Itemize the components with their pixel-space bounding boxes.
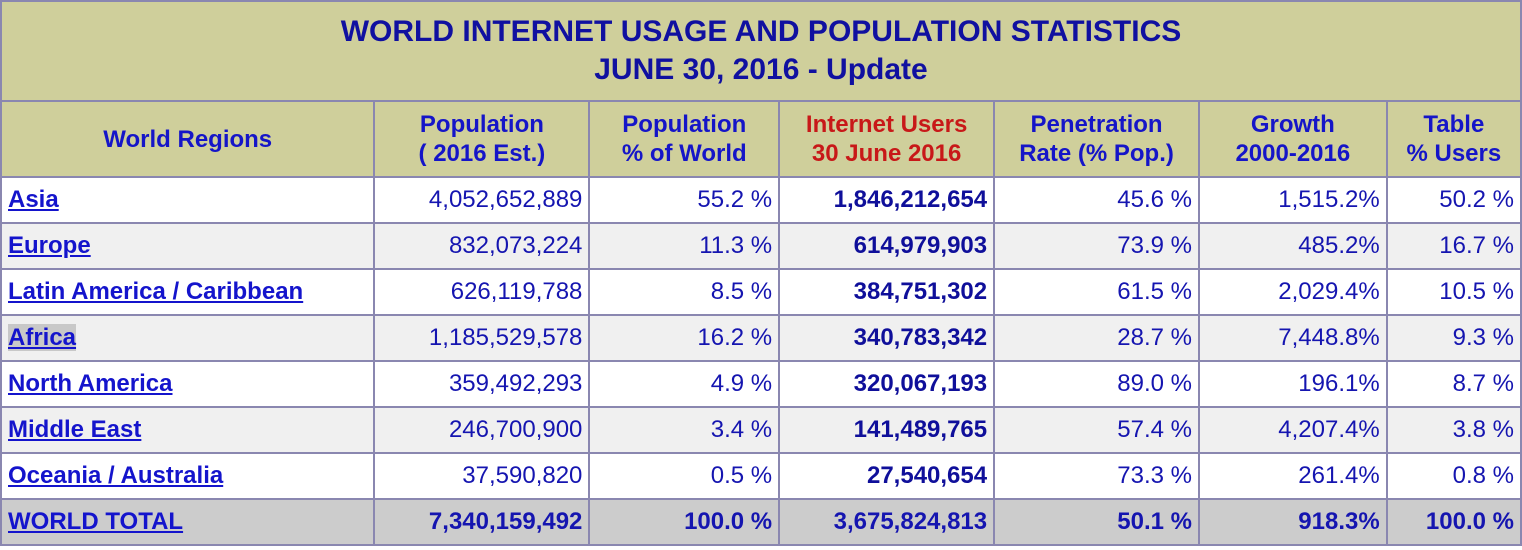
title-line-2: JUNE 30, 2016 - Update	[594, 53, 928, 86]
growth-cell: 261.4%	[1199, 454, 1386, 498]
population-cell: 359,492,293	[375, 362, 589, 406]
population-cell: 37,590,820	[375, 454, 589, 498]
table-row: Latin America / Caribbean 626,119,788 8.…	[2, 270, 1520, 314]
population-cell: 832,073,224	[375, 224, 589, 268]
total-penetration-cell: 50.1 %	[995, 500, 1198, 544]
internet-users-cell: 141,489,765	[780, 408, 994, 452]
penetration-cell: 57.4 %	[995, 408, 1198, 452]
table-row: Oceania / Australia 37,590,820 0.5 % 27,…	[2, 454, 1520, 498]
header-population: Population ( 2016 Est.)	[375, 102, 589, 176]
total-internet-users-cell: 3,675,824,813	[780, 500, 994, 544]
penetration-cell: 45.6 %	[995, 178, 1198, 222]
total-table-pct-cell: 100.0 %	[1387, 500, 1520, 544]
header-penetration: Penetration Rate (% Pop.)	[995, 102, 1198, 176]
table-pct-cell: 16.7 %	[1387, 224, 1520, 268]
penetration-cell: 73.3 %	[995, 454, 1198, 498]
table-title: WORLD INTERNET USAGE AND POPULATION STAT…	[2, 2, 1520, 100]
table-pct-cell: 9.3 %	[1387, 316, 1520, 360]
region-link-europe[interactable]: Europe	[8, 232, 91, 259]
region-link-north-america[interactable]: North America	[8, 370, 173, 397]
pct-world-cell: 16.2 %	[590, 316, 779, 360]
table-row: Asia 4,052,652,889 55.2 % 1,846,212,654 …	[2, 178, 1520, 222]
growth-cell: 196.1%	[1199, 362, 1386, 406]
population-cell: 246,700,900	[375, 408, 589, 452]
table-pct-cell: 0.8 %	[1387, 454, 1520, 498]
pct-world-cell: 3.4 %	[590, 408, 779, 452]
header-growth: Growth 2000-2016	[1199, 102, 1386, 176]
pct-world-cell: 11.3 %	[590, 224, 779, 268]
region-link-asia[interactable]: Asia	[8, 186, 59, 213]
region-link-oceania[interactable]: Oceania / Australia	[8, 462, 224, 489]
table-row: Europe 832,073,224 11.3 % 614,979,903 73…	[2, 224, 1520, 268]
internet-users-cell: 320,067,193	[780, 362, 994, 406]
table-row: Africa 1,185,529,578 16.2 % 340,783,342 …	[2, 316, 1520, 360]
internet-users-cell: 1,846,212,654	[780, 178, 994, 222]
header-row: World Regions Population ( 2016 Est.) Po…	[2, 102, 1520, 176]
table-row: North America 359,492,293 4.9 % 320,067,…	[2, 362, 1520, 406]
region-link-africa[interactable]: Africa	[8, 324, 77, 351]
growth-cell: 485.2%	[1199, 224, 1386, 268]
growth-cell: 1,515.2%	[1199, 178, 1386, 222]
title-line-1: WORLD INTERNET USAGE AND POPULATION STAT…	[340, 15, 1182, 48]
table-pct-cell: 8.7 %	[1387, 362, 1520, 406]
penetration-cell: 61.5 %	[995, 270, 1198, 314]
growth-cell: 2,029.4%	[1199, 270, 1386, 314]
header-internet-users: Internet Users 30 June 2016	[780, 102, 994, 176]
header-pct-world: Population % of World	[590, 102, 779, 176]
pct-world-cell: 0.5 %	[590, 454, 779, 498]
internet-users-cell: 27,540,654	[780, 454, 994, 498]
total-pct-world-cell: 100.0 %	[590, 500, 779, 544]
growth-cell: 4,207.4%	[1199, 408, 1386, 452]
header-world-regions: World Regions	[2, 102, 374, 176]
pct-world-cell: 55.2 %	[590, 178, 779, 222]
growth-cell: 7,448.8%	[1199, 316, 1386, 360]
world-total-row: WORLD TOTAL 7,340,159,492 100.0 % 3,675,…	[2, 500, 1520, 544]
population-cell: 626,119,788	[375, 270, 589, 314]
population-cell: 1,185,529,578	[375, 316, 589, 360]
table-pct-cell: 10.5 %	[1387, 270, 1520, 314]
penetration-cell: 89.0 %	[995, 362, 1198, 406]
region-link-latin-america[interactable]: Latin America / Caribbean	[8, 278, 304, 305]
internet-users-cell: 614,979,903	[780, 224, 994, 268]
pct-world-cell: 4.9 %	[590, 362, 779, 406]
total-growth-cell: 918.3%	[1199, 500, 1386, 544]
header-table-pct: Table % Users	[1387, 102, 1520, 176]
table-pct-cell: 50.2 %	[1387, 178, 1520, 222]
table-pct-cell: 3.8 %	[1387, 408, 1520, 452]
internet-users-cell: 340,783,342	[780, 316, 994, 360]
penetration-cell: 73.9 %	[995, 224, 1198, 268]
internet-users-cell: 384,751,302	[780, 270, 994, 314]
population-cell: 4,052,652,889	[375, 178, 589, 222]
world-total-link[interactable]: WORLD TOTAL	[8, 508, 184, 535]
table-row: Middle East 246,700,900 3.4 % 141,489,76…	[2, 408, 1520, 452]
penetration-cell: 28.7 %	[995, 316, 1198, 360]
region-link-middle-east[interactable]: Middle East	[8, 416, 142, 443]
pct-world-cell: 8.5 %	[590, 270, 779, 314]
total-population-cell: 7,340,159,492	[375, 500, 589, 544]
